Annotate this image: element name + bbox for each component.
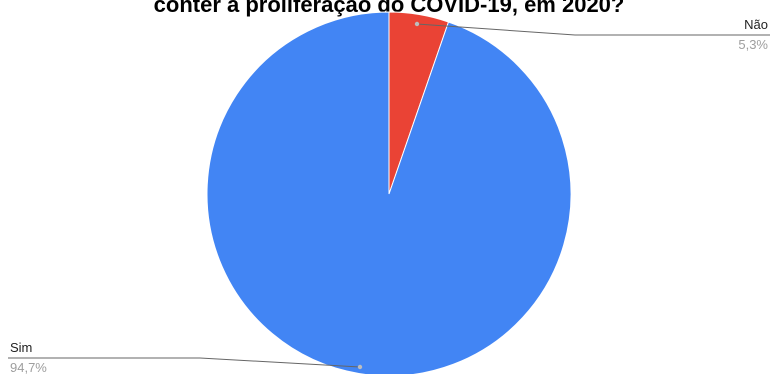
slice-labels: Não 5,3% Sim 94,7% [8,17,770,374]
slice-value-nao: 5,3% [738,37,768,52]
leader-line-nao [416,23,770,36]
slice-label-sim: Sim [10,340,32,355]
leader-line-sim [8,357,361,368]
chart-title: conter a proliferação do COVID-19, em 20… [154,0,625,17]
pie-slices [206,11,572,374]
slice-label-nao: Não [744,17,768,32]
slice-value-sim: 94,7% [10,360,47,374]
leader-dot-sim [357,364,363,370]
leader-dot-nao [414,21,420,27]
pie-slice-sim [206,11,572,374]
